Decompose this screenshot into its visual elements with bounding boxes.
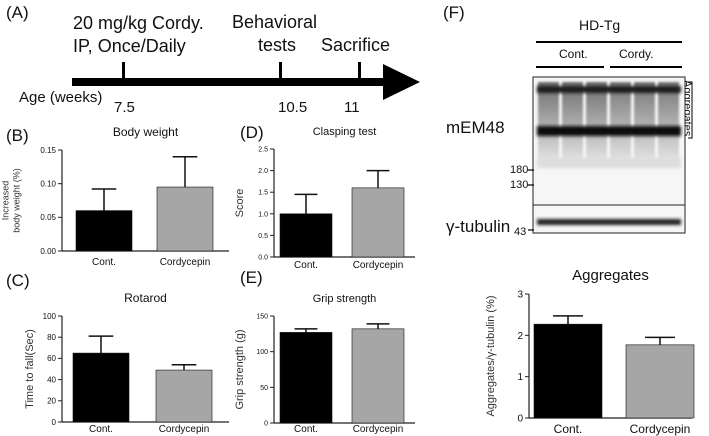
mw-marker-43: 43 <box>514 226 527 238</box>
bar-cordycepin <box>156 186 214 252</box>
y-tick-label: 20 <box>47 397 56 406</box>
panel-letter-e: (E) <box>240 268 263 287</box>
blot-group-cordy: Cordy. <box>619 47 654 61</box>
category-label: Cordycepin <box>353 424 404 435</box>
panel-letter-d: (D) <box>240 123 264 142</box>
panel-letter-f: (F) <box>443 3 465 22</box>
y-tick-label: 1.0 <box>258 211 268 218</box>
sacrifice-text: Sacrifice <box>321 35 391 55</box>
y-tick-label: 0 <box>517 414 523 425</box>
mw-marker-180: 180 <box>510 164 529 176</box>
y-tick-label: 1.5 <box>258 190 268 197</box>
blot-tubulin-band <box>537 219 681 225</box>
chart-title: Body weight <box>113 125 179 139</box>
blot-group-header: HD-Tg <box>579 17 621 33</box>
y-axis-label-group: Grip strength (g) <box>234 329 246 409</box>
bar-cordycepin <box>351 187 405 258</box>
category-label: Cont. <box>89 424 113 435</box>
aggregates-bracket <box>688 81 693 139</box>
blot-image <box>528 41 693 234</box>
timeline-arrow <box>72 62 420 100</box>
chart-title: Rotarod <box>124 291 167 305</box>
y-axis-label-group: Score <box>234 189 246 218</box>
category-label: Cont. <box>294 424 318 435</box>
behavioral-text-line1: Behavioral <box>232 12 318 32</box>
y-tick-label: 150 <box>256 313 268 320</box>
y-tick-label: 60 <box>47 354 56 363</box>
blot-lanes-top <box>537 82 681 168</box>
y-tick-label: 1 <box>517 372 523 383</box>
timeline-arrowhead <box>383 64 420 100</box>
category-label: Cordycepin <box>160 257 211 268</box>
y-tick-label: 100 <box>256 349 268 356</box>
y-axis-label: Score <box>234 189 246 218</box>
panel-letter-b: (B) <box>6 126 29 145</box>
y-axis-label: Time to fall(Sec) <box>24 329 36 409</box>
y-axis-label: body weight (%) <box>12 168 22 233</box>
category-label: Cordycepin <box>630 422 691 436</box>
tick-mark-7-5 <box>122 62 125 78</box>
bar-cordycepin <box>625 344 695 419</box>
y-tick-label: 40 <box>47 375 56 384</box>
panel-letter-c: (C) <box>6 271 30 290</box>
age-tick-11: 11 <box>344 99 360 116</box>
behavioral-text-line2: tests <box>258 35 297 55</box>
timeline-bar <box>72 78 392 86</box>
y-axis-label: Aggregates/γ-tubulin (%) <box>485 295 497 416</box>
y-tick-label: 2.5 <box>258 146 268 153</box>
y-tick-label: 50 <box>260 385 268 392</box>
y-axis-label: Grip strength (g) <box>234 329 246 409</box>
bar-control <box>72 352 130 423</box>
y-axis-label: Increased <box>1 181 11 221</box>
y-tick-label: 2 <box>517 331 523 342</box>
blot-antibody-mem48: mEM48 <box>446 118 505 137</box>
y-tick-label: 0 <box>52 418 57 427</box>
bar-control <box>75 210 133 252</box>
mw-marker-130: 130 <box>510 179 529 191</box>
y-tick-label: 0.15 <box>40 146 56 155</box>
treatment-text-line2: IP, Once/Daily <box>73 36 186 56</box>
category-label: Cordycepin <box>159 424 210 435</box>
category-label: Cont. <box>92 257 116 268</box>
y-axis-label-group: Time to fall(Sec) <box>24 329 36 409</box>
y-tick-label: 0.5 <box>258 233 268 240</box>
tick-mark-11 <box>358 62 361 78</box>
y-tick-label: 80 <box>47 333 56 342</box>
y-tick-label: 0.0 <box>258 254 268 261</box>
y-tick-label: 0.05 <box>40 213 56 222</box>
y-tick-label: 0 <box>264 420 268 427</box>
blot-antibody-tubulin: γ-tubulin <box>446 217 511 236</box>
tick-mark-10-5 <box>279 62 282 78</box>
y-tick-label: 2.0 <box>258 168 268 175</box>
chart-title: Clasping test <box>313 126 377 138</box>
y-tick-label: 3 <box>517 290 523 301</box>
category-label: Cordycepin <box>353 260 404 271</box>
y-tick-label: 100 <box>43 312 57 321</box>
category-label: Cont. <box>554 422 583 436</box>
age-tick-10-5: 10.5 <box>278 99 308 116</box>
chart-title: Grip strength <box>313 293 377 305</box>
y-axis-label-group: Aggregates/γ-tubulin (%) <box>485 295 497 416</box>
y-tick-label: 0.00 <box>40 247 56 256</box>
age-tick-7-5: 7.5 <box>114 99 135 116</box>
bar-control <box>533 323 603 419</box>
category-label: Cont. <box>294 260 318 271</box>
y-axis-label-group: Increased body weight (%) <box>1 168 22 233</box>
bar-cordycepin <box>351 328 405 424</box>
bar-cordycepin <box>155 369 213 423</box>
chart-title: Aggregates <box>572 267 649 284</box>
treatment-text-line1: 20 mg/kg Cordy. <box>73 13 204 33</box>
blot-group-cont: Cont. <box>559 47 588 61</box>
y-tick-label: 0.10 <box>40 179 56 188</box>
bar-control <box>279 213 333 258</box>
age-weeks-label: Age (weeks) <box>19 89 103 106</box>
panel-letter-a: (A) <box>6 3 29 22</box>
